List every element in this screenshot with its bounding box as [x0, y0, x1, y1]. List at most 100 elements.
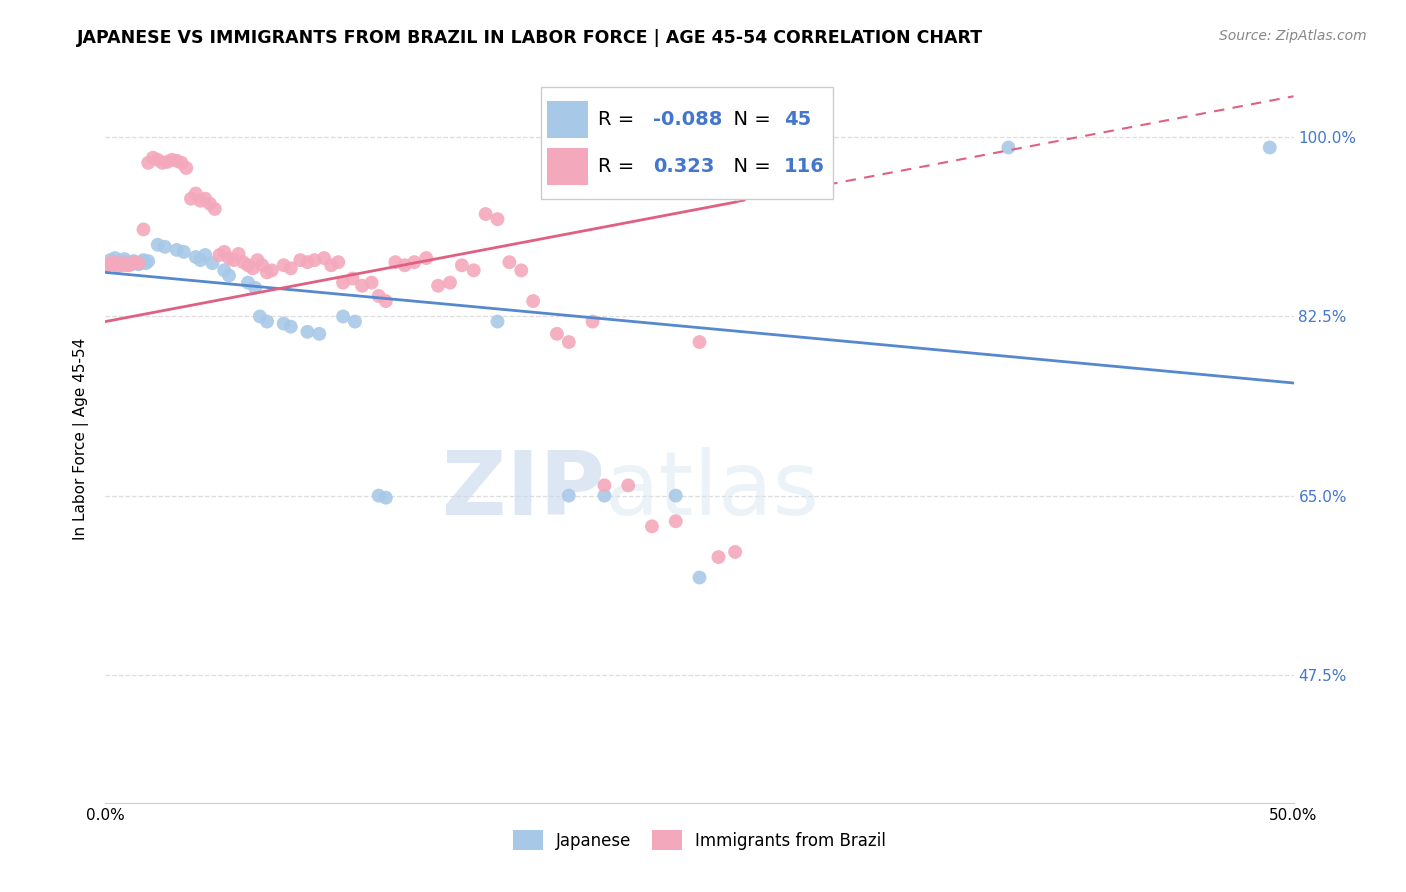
- Text: N =: N =: [721, 157, 778, 177]
- Point: [404, 255, 426, 269]
- Text: atlas: atlas: [605, 447, 820, 533]
- Text: JAPANESE VS IMMIGRANTS FROM BRAZIL IN LABOR FORCE | AGE 45-54 CORRELATION CHART: JAPANESE VS IMMIGRANTS FROM BRAZIL IN LA…: [77, 29, 983, 46]
- Point: [290, 253, 312, 268]
- Point: [463, 263, 485, 277]
- Legend: Japanese, Immigrants from Brazil: Japanese, Immigrants from Brazil: [506, 823, 893, 856]
- Point: [184, 250, 207, 264]
- FancyBboxPatch shape: [541, 87, 832, 200]
- Point: [97, 258, 120, 272]
- Point: [558, 334, 581, 349]
- Point: [104, 251, 127, 265]
- Point: [1258, 140, 1281, 154]
- Text: R =: R =: [599, 110, 641, 129]
- Point: [114, 256, 136, 270]
- Point: [374, 294, 396, 309]
- Text: 116: 116: [783, 157, 825, 177]
- Text: ZIP: ZIP: [441, 447, 605, 533]
- Point: [260, 263, 283, 277]
- Point: [249, 310, 271, 324]
- Point: [174, 161, 197, 175]
- Point: [641, 519, 664, 533]
- Point: [136, 156, 159, 170]
- Point: [214, 244, 236, 259]
- Point: [125, 256, 148, 270]
- Point: [218, 268, 240, 283]
- Point: [328, 255, 350, 269]
- Point: [689, 334, 711, 349]
- Point: [132, 253, 155, 268]
- Point: [498, 255, 520, 269]
- Point: [146, 153, 169, 167]
- Point: [332, 276, 354, 290]
- Text: 0.323: 0.323: [654, 157, 714, 177]
- Point: [108, 257, 131, 271]
- Point: [242, 261, 264, 276]
- Point: [246, 253, 269, 268]
- Point: [105, 260, 128, 274]
- Point: [280, 261, 302, 276]
- Point: [156, 154, 179, 169]
- Point: [98, 256, 121, 270]
- Point: [128, 256, 150, 270]
- Point: [439, 276, 461, 290]
- Point: [256, 314, 278, 328]
- Point: [135, 256, 157, 270]
- FancyBboxPatch shape: [547, 101, 588, 138]
- Point: [194, 248, 217, 262]
- Point: [222, 253, 245, 268]
- Point: [546, 326, 568, 341]
- Point: [132, 222, 155, 236]
- Point: [136, 254, 159, 268]
- Point: [115, 257, 138, 271]
- Point: [228, 247, 250, 261]
- Point: [142, 151, 165, 165]
- Point: [232, 255, 254, 269]
- Point: [450, 258, 472, 272]
- Point: [201, 256, 224, 270]
- Point: [297, 325, 319, 339]
- Point: [115, 258, 138, 272]
- Point: [218, 251, 240, 265]
- Point: [665, 489, 688, 503]
- Point: [194, 192, 217, 206]
- Point: [122, 254, 145, 268]
- Point: [184, 186, 207, 201]
- Point: [190, 194, 212, 208]
- Point: [617, 478, 640, 492]
- Point: [332, 310, 354, 324]
- Point: [273, 317, 295, 331]
- Point: [256, 265, 278, 279]
- Text: N =: N =: [721, 110, 778, 129]
- Point: [367, 289, 389, 303]
- Point: [273, 258, 295, 272]
- Point: [180, 192, 202, 206]
- Point: [360, 276, 382, 290]
- Point: [384, 255, 406, 269]
- Point: [343, 314, 366, 328]
- Point: [121, 257, 143, 271]
- Point: [427, 278, 450, 293]
- Point: [111, 256, 134, 270]
- Point: [243, 281, 266, 295]
- Point: [236, 258, 259, 272]
- Point: [342, 271, 364, 285]
- Point: [297, 255, 319, 269]
- Point: [101, 257, 124, 271]
- Point: [474, 207, 496, 221]
- Text: Source: ZipAtlas.com: Source: ZipAtlas.com: [1219, 29, 1367, 43]
- Point: [101, 255, 124, 269]
- Point: [415, 251, 437, 265]
- Point: [312, 251, 335, 265]
- Point: [190, 253, 212, 268]
- Point: [153, 240, 176, 254]
- Point: [98, 253, 121, 268]
- Point: [204, 202, 226, 216]
- Point: [997, 140, 1019, 154]
- Point: [308, 326, 330, 341]
- Point: [796, 140, 818, 154]
- Point: [394, 258, 416, 272]
- Point: [118, 258, 141, 272]
- Point: [104, 255, 127, 269]
- Point: [236, 276, 259, 290]
- Point: [173, 244, 195, 259]
